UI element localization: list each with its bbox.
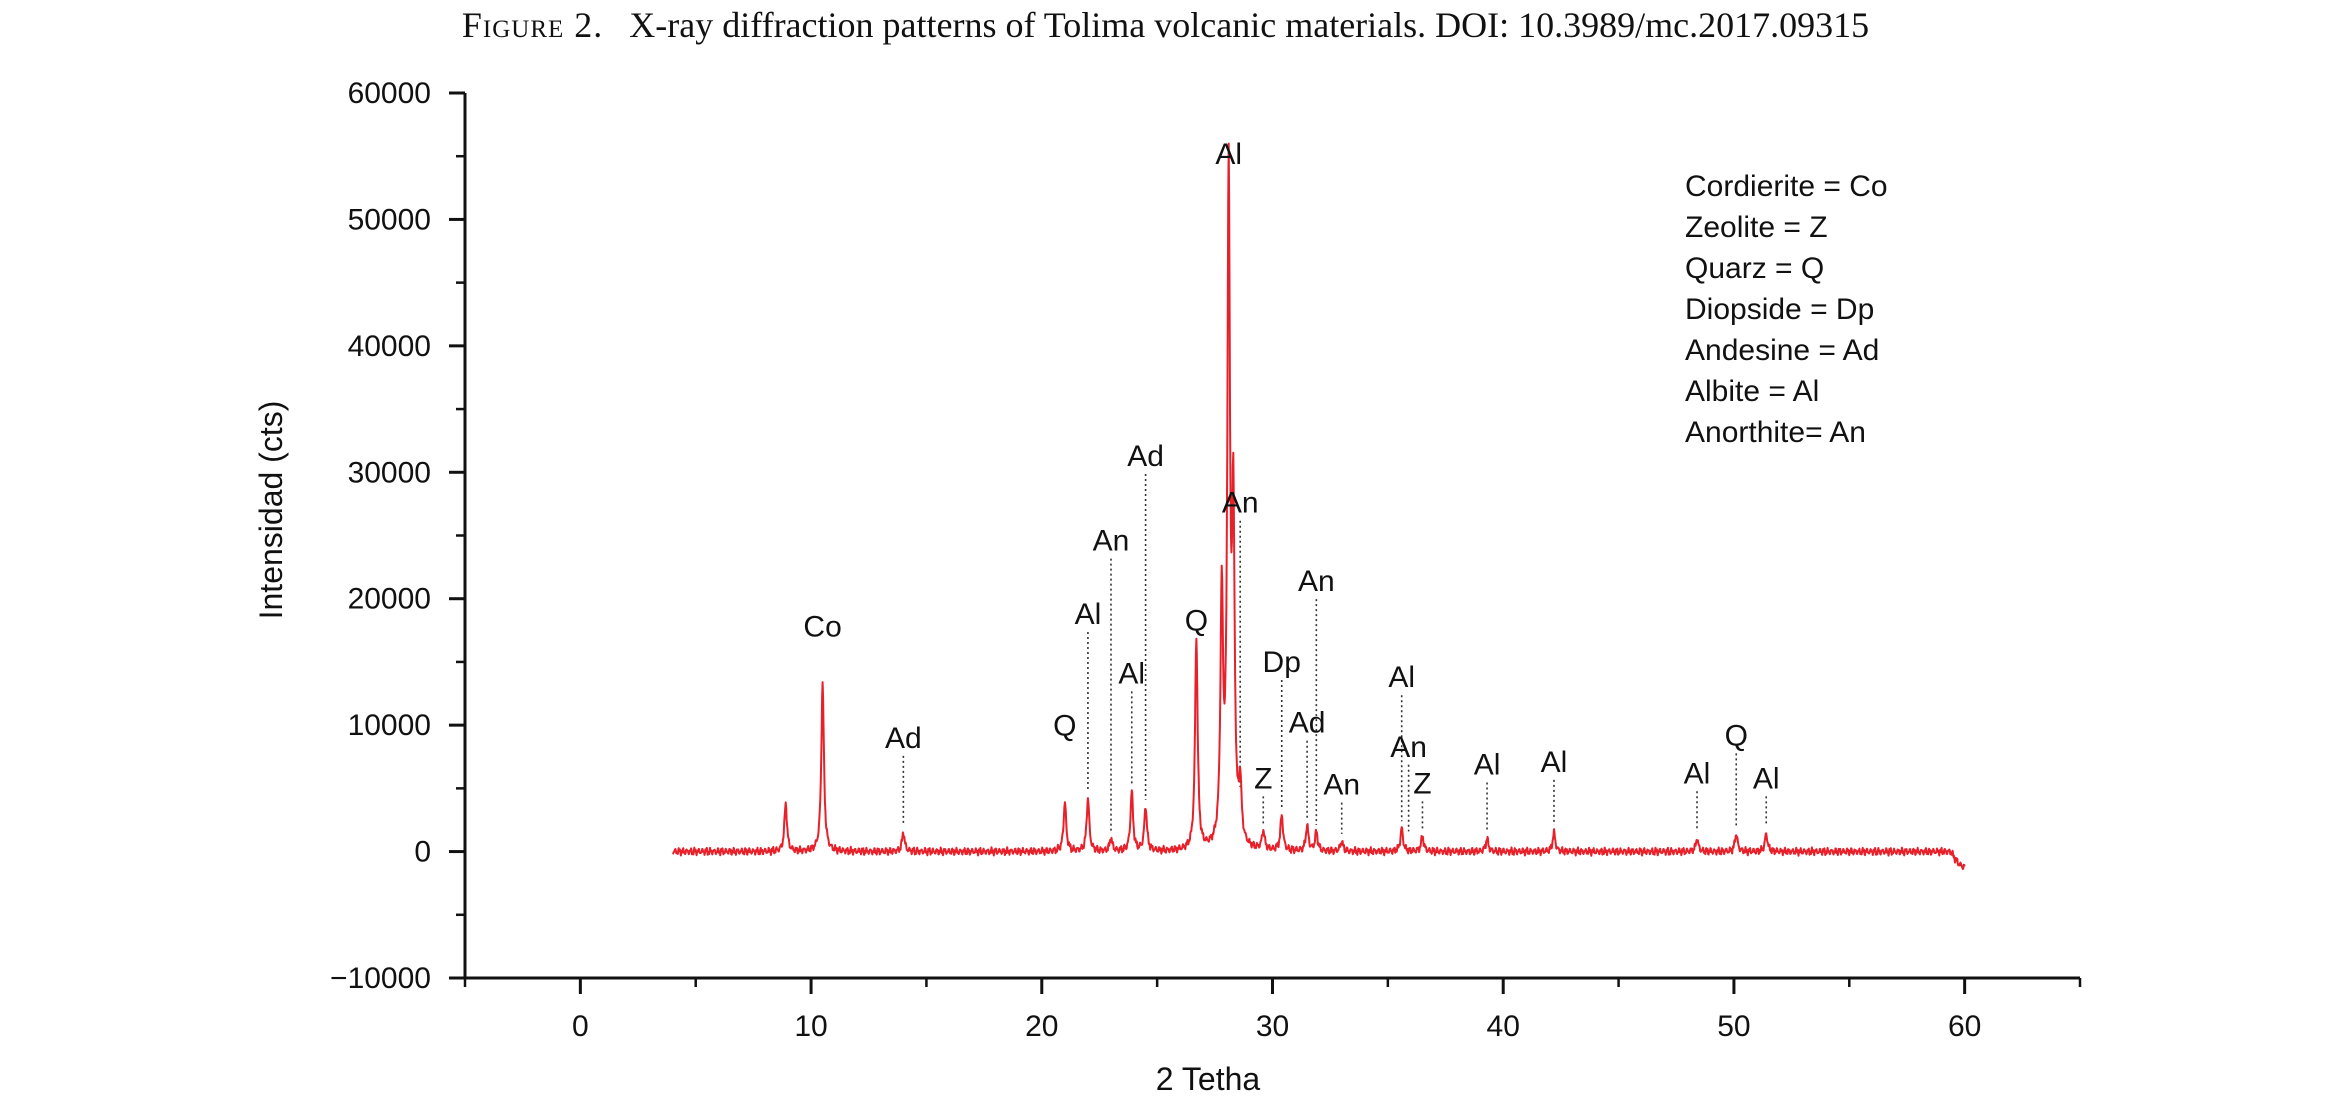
chart-series [671,142,1966,870]
y-tick-label: 10000 [348,709,431,742]
figure-number: Figure 2. [461,5,604,45]
peak-label: Al [1474,748,1501,781]
legend-entry: Quarz = Q [1685,252,1824,285]
y-tick-label: 50000 [348,203,431,236]
figure-caption: Figure 2. X-ray diffraction patterns of T… [0,4,2331,46]
x-tick-label: 50 [1717,1010,1750,1043]
y-tick-label: 30000 [348,456,431,489]
peak-label: Co [803,611,841,644]
chart-axes: −10000 0 10000 20000 30000 40000 50000 60000 0 10… [330,77,2082,1043]
legend-entry: Diopside = Dp [1685,293,1874,326]
peak-label: Al [1684,757,1711,790]
peak-label: Q [1185,604,1208,637]
legend-entry: Albite = Al [1685,375,1819,408]
peak-label: Q [1053,709,1076,742]
peak-label: Dp [1263,646,1301,679]
peak-label: Z [1254,762,1272,795]
peak-label: An [1298,565,1335,598]
peak-label: Z [1413,767,1431,800]
y-tick-label: 20000 [348,583,431,616]
x-tick-label: 10 [794,1010,827,1043]
x-tick-label: 30 [1256,1010,1289,1043]
legend-entry: Zeolite = Z [1685,211,1828,244]
chart-legend: Cordierite = Co Zeolite = Z Quarz = Q Diops… [1685,170,1888,449]
peak-label: An [1323,769,1360,802]
peak-label: Al [1215,138,1242,171]
y-axis-title: Intensidad (cts) [253,401,289,620]
y-tick-label: −10000 [330,962,431,995]
legend-entry: Andesine = Ad [1685,334,1879,367]
peak-label: Ad [885,722,922,755]
peak-label: Al [1753,762,1780,795]
x-tick-label: 0 [572,1010,589,1043]
legend-entry: Cordierite = Co [1685,170,1888,203]
peak-label: Al [1388,661,1415,694]
x-axis-title: 2 Tetha [1156,1061,1261,1097]
peak-label: Q [1725,719,1748,752]
x-tick-label: 20 [1025,1010,1058,1043]
peak-label: Ad [1289,707,1326,740]
peak-label: Al [1118,657,1145,690]
peak-label: An [1093,525,1130,558]
peak-label: Ad [1127,440,1164,473]
peak-label: An [1390,731,1427,764]
y-tick-label: 60000 [348,77,431,110]
legend-entry: Anorthite= An [1685,416,1866,449]
peak-label: Al [1075,598,1102,631]
figure-caption-text: X-ray diffraction patterns of Tolima vol… [629,5,1870,45]
peak-label: Al [1541,746,1568,779]
xrd-series-line [671,142,1966,870]
x-tick-label: 60 [1948,1010,1981,1043]
y-tick-label: 40000 [348,330,431,363]
peak-label: An [1222,487,1259,520]
y-tick-label: 0 [414,836,431,869]
x-tick-label: 40 [1487,1010,1520,1043]
peak-guide-lines [902,171,1768,834]
